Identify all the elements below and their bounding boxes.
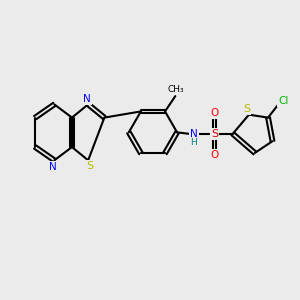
Text: O: O (210, 150, 219, 160)
Text: N: N (49, 162, 57, 172)
Text: N: N (83, 94, 91, 104)
Text: Cl: Cl (278, 96, 289, 106)
Text: N: N (190, 129, 198, 139)
Text: S: S (211, 129, 218, 139)
Text: H: H (190, 137, 197, 146)
Text: O: O (210, 108, 219, 118)
Text: CH₃: CH₃ (168, 85, 184, 94)
Text: S: S (86, 161, 93, 171)
Text: S: S (243, 104, 250, 114)
